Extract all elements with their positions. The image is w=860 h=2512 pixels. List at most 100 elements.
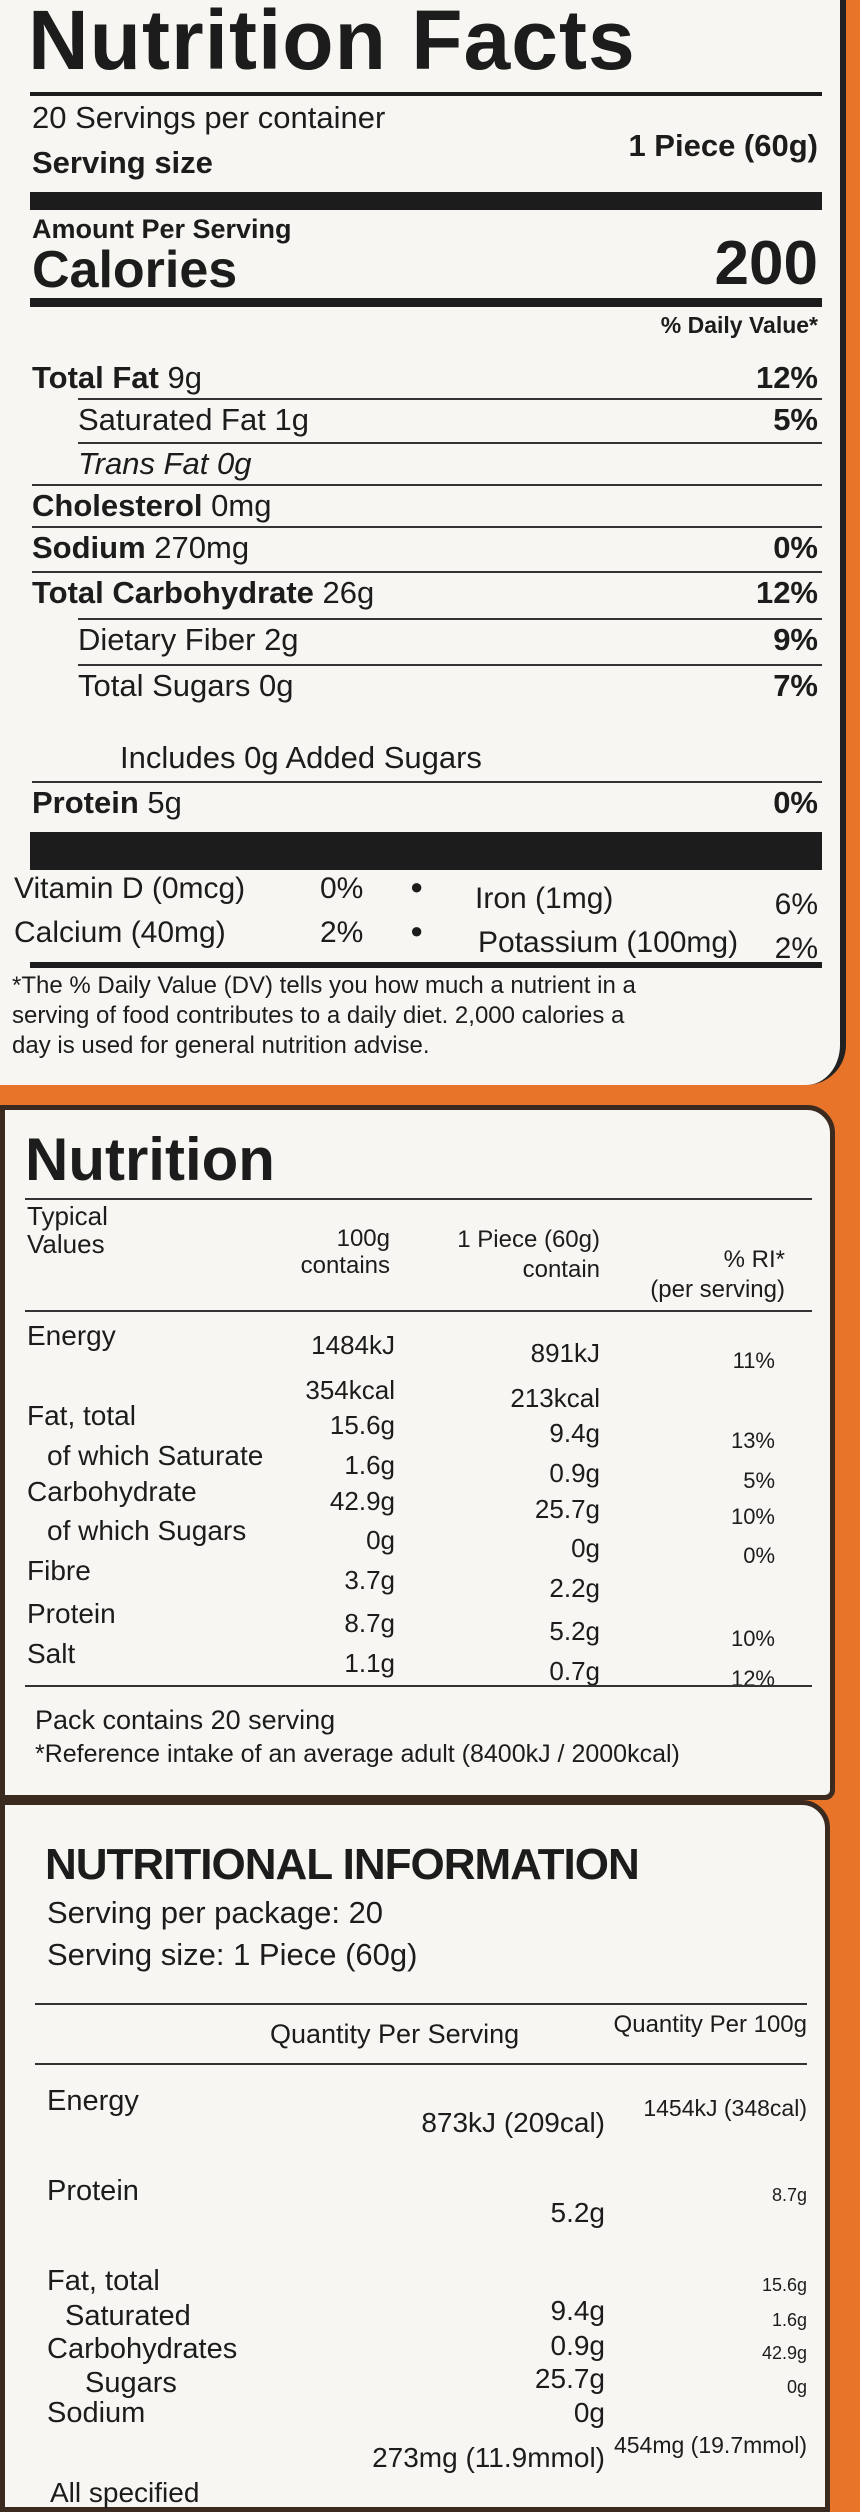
row-label: Protein xyxy=(47,2175,139,2207)
nutrient-name: Includes 0g Added Sugars xyxy=(120,740,482,775)
row-label: Energy xyxy=(27,1320,116,1351)
row-divider xyxy=(32,526,822,528)
per-piece: 0.7g xyxy=(549,1656,600,1686)
header-text: (per serving) xyxy=(650,1276,785,1303)
header-text: 1 Piece (60g) xyxy=(457,1226,600,1253)
nutrient-amount: 0mg xyxy=(211,488,272,523)
nutrient-name: Dietary Fiber xyxy=(78,622,256,657)
vitamin-pct: 0% xyxy=(320,872,364,905)
daily-value-header: % Daily Value* xyxy=(660,312,818,338)
row-label: Saturated xyxy=(65,2300,191,2332)
per-piece: 9.4g xyxy=(549,1418,600,1448)
row-divider xyxy=(32,781,822,783)
daily-value: 9% xyxy=(773,622,818,657)
nutrient-label: Total Fat 9g xyxy=(32,360,202,396)
row-label: Fibre xyxy=(27,1555,91,1586)
header-text: Typical xyxy=(27,1201,108,1231)
per-100g: 1.6g xyxy=(771,2310,807,2330)
nutrition-eu-title: Nutrition xyxy=(25,1126,275,1193)
per-100g: 15.6g xyxy=(329,1410,395,1440)
nutritional-information-panel: NUTRITIONAL INFORMATION Serving per pack… xyxy=(0,1800,830,2512)
nutrient-amount: 1g xyxy=(274,402,309,437)
per-serving: 273mg (11.9mmol) xyxy=(372,2442,605,2473)
per-100g: 0g xyxy=(366,1525,395,1555)
serving-size: Serving size: 1 Piece (60g) xyxy=(47,1937,418,1972)
header-text: contains xyxy=(300,1252,390,1279)
row-label: Carbohydrate xyxy=(27,1476,197,1507)
per-100g: 454mg (19.7mmol) xyxy=(613,2432,807,2458)
servings-per-package: Serving per package: 20 xyxy=(47,1895,384,1930)
row-divider xyxy=(32,571,822,573)
col-per-serving: Quantity Per Serving xyxy=(270,2019,520,2049)
serving-size-value: 1 Piece (60g) xyxy=(628,128,818,163)
per-serving: 0.9g xyxy=(550,2330,606,2361)
row-divider xyxy=(78,398,822,400)
mineral-name: Potassium (100mg) xyxy=(478,926,739,959)
pack-contains: Pack contains 20 serving xyxy=(35,1705,336,1735)
ri-percent: 10% xyxy=(730,1626,775,1651)
per-100g: 1.1g xyxy=(344,1648,395,1678)
nutrient-label: Cholesterol 0mg xyxy=(32,488,271,524)
footer-all-specified: All specified xyxy=(50,2477,200,2508)
per-100g: 0g xyxy=(786,2377,807,2397)
header-text: % RI* xyxy=(723,1246,785,1273)
nutrient-amount: 0g xyxy=(258,668,294,703)
vitamin-name: Vitamin D (0mcg) xyxy=(14,872,246,905)
per-piece: 213kcal xyxy=(510,1383,600,1413)
row-divider xyxy=(78,664,822,666)
serving-size-label: Serving size xyxy=(32,145,213,180)
ri-percent: 13% xyxy=(730,1428,775,1453)
per-piece: 25.7g xyxy=(534,1494,600,1524)
ri-percent: 12% xyxy=(730,1666,775,1691)
nutrient-amount: 5g xyxy=(147,785,182,820)
ri-percent: 10% xyxy=(730,1504,775,1529)
nutrition-facts-panel: Nutrition Facts 20 Servings per containe… xyxy=(0,0,846,1085)
per-piece: 0.9g xyxy=(549,1458,600,1488)
header-100g: 100g contains xyxy=(255,1225,390,1279)
daily-value: 12% xyxy=(755,575,818,610)
nutrient-amount: 9g xyxy=(167,360,202,395)
daily-value: 0% xyxy=(773,785,818,820)
daily-value: 12% xyxy=(755,360,818,395)
per-piece: 891kJ xyxy=(530,1338,600,1368)
nutrient-amount: 0g xyxy=(216,446,252,481)
nutrient-name: Cholesterol xyxy=(32,488,203,523)
per-100g: 354kcal xyxy=(305,1375,395,1405)
row-label: Fat, total xyxy=(27,1400,136,1431)
header-text: contain xyxy=(522,1256,600,1283)
per-piece: 2.2g xyxy=(549,1573,600,1603)
per-serving: 9.4g xyxy=(550,2295,606,2326)
mineral-pct: 2% xyxy=(774,932,818,965)
row-divider xyxy=(32,484,822,486)
row-divider xyxy=(78,618,822,620)
nutrient-label: Dietary Fiber 2g xyxy=(78,622,299,658)
amount-per-serving: Amount Per Serving xyxy=(32,214,292,244)
per-piece: 0g xyxy=(571,1533,600,1563)
nutrition-eu-panel: Nutrition Typical Values 100g contains 1 P… xyxy=(0,1105,835,1800)
nutrient-label: Sodium 270mg xyxy=(32,530,249,566)
nutrient-label: Trans Fat 0g xyxy=(78,446,251,482)
per-serving: 25.7g xyxy=(534,2363,605,2394)
row-label: Protein xyxy=(27,1598,116,1629)
nutrient-label: Total Carbohydrate 26g xyxy=(32,575,374,611)
per-100g: 42.9g xyxy=(329,1486,395,1516)
reference-intake: *Reference intake of an average adult (8… xyxy=(35,1740,680,1768)
per-100g: 1454kJ (348cal) xyxy=(643,2095,807,2121)
mineral-pct: 6% xyxy=(774,888,818,921)
per-100g: 1.6g xyxy=(344,1450,395,1480)
nutrient-label: Saturated Fat 1g xyxy=(78,402,309,438)
footnote-line: serving of food contributes to a daily d… xyxy=(12,1002,625,1029)
vitamin-name: Calcium (40mg) xyxy=(14,916,226,949)
header-text: 100g xyxy=(336,1225,390,1252)
nutrient-label: Protein 5g xyxy=(32,785,182,821)
nutrient-amount: 26g xyxy=(322,575,375,610)
vitamin-pct: 2% xyxy=(320,916,364,949)
per-100g: 8.7g xyxy=(344,1608,395,1638)
per-100g: 42.9g xyxy=(761,2343,807,2363)
row-label: Sodium xyxy=(47,2397,146,2429)
calories-value: 200 xyxy=(714,229,818,298)
servings-per-container: 20 Servings per container xyxy=(32,100,386,135)
per-serving: 0g xyxy=(573,2397,605,2428)
nutrient-name: Total Fat xyxy=(32,360,159,395)
header-ri: % RI* (per serving) xyxy=(615,1245,785,1305)
